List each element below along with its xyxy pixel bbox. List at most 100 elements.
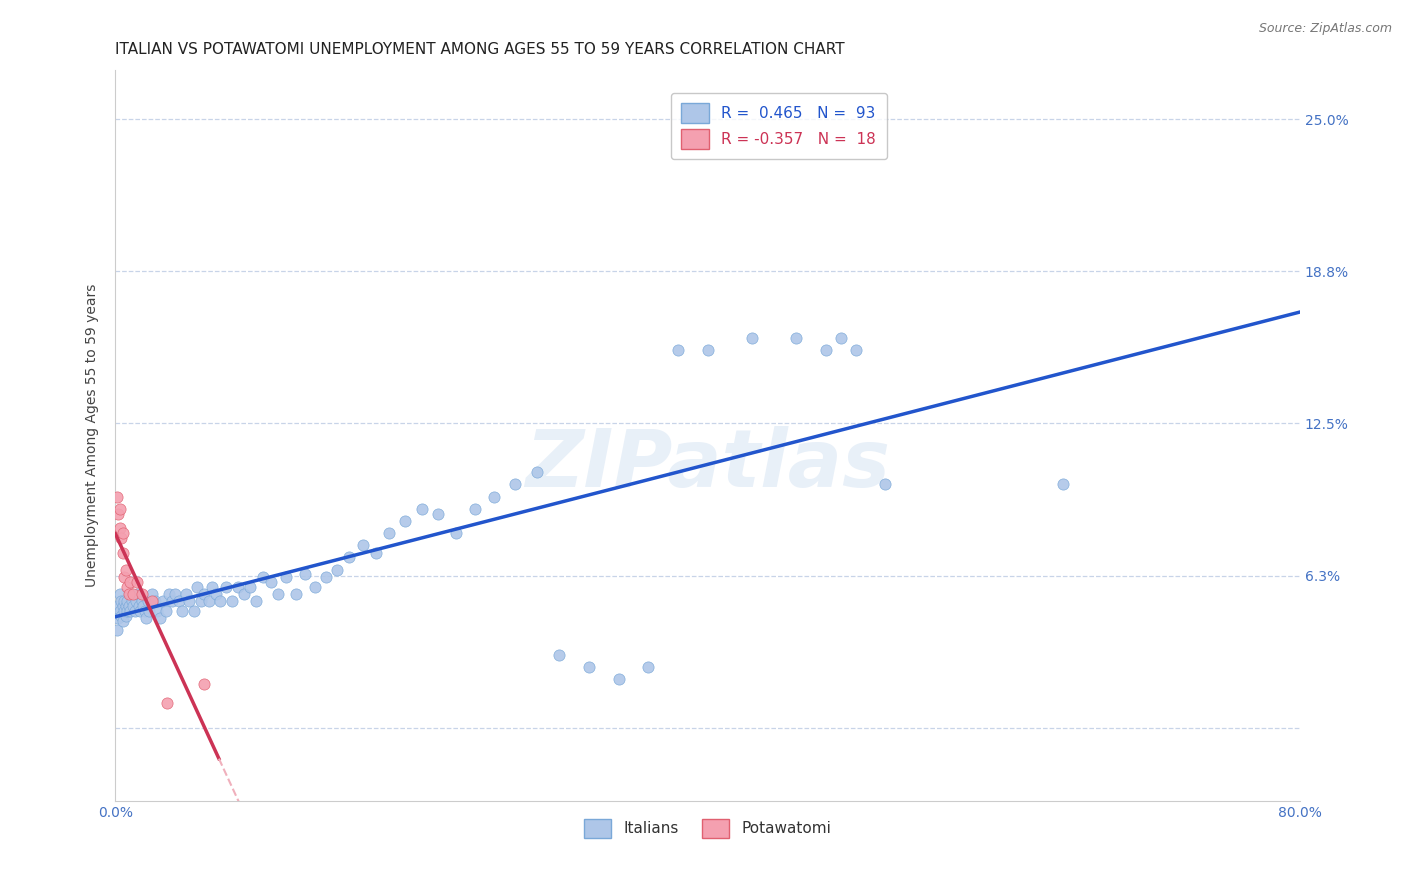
Point <box>115 604 138 618</box>
Text: ITALIAN VS POTAWATOMI UNEMPLOYMENT AMONG AGES 55 TO 59 YEARS CORRELATION CHART: ITALIAN VS POTAWATOMI UNEMPLOYMENT AMONG… <box>115 42 845 57</box>
Point <box>112 570 135 584</box>
Point <box>176 587 198 601</box>
Point <box>108 521 131 535</box>
Point <box>239 580 262 594</box>
Point <box>117 599 139 613</box>
Point <box>136 594 159 608</box>
Point <box>107 507 129 521</box>
Point <box>141 594 163 608</box>
Point <box>125 594 148 608</box>
Point <box>326 563 349 577</box>
Point <box>122 599 145 613</box>
Point <box>193 677 215 691</box>
Point <box>464 501 486 516</box>
Point <box>215 580 238 594</box>
Point <box>149 611 172 625</box>
Point <box>190 594 212 608</box>
Point <box>484 490 506 504</box>
Point <box>578 660 600 674</box>
Point <box>179 594 201 608</box>
Point <box>131 587 153 601</box>
Text: ZIPatlas: ZIPatlas <box>524 425 890 504</box>
Point <box>120 604 142 618</box>
Point <box>411 501 433 516</box>
Point <box>108 604 131 618</box>
Point <box>304 580 326 594</box>
Point <box>163 587 186 601</box>
Point <box>785 331 807 345</box>
Point <box>110 531 132 545</box>
Point <box>193 587 215 601</box>
Point <box>170 604 193 618</box>
Point <box>274 570 297 584</box>
Point <box>666 343 689 358</box>
Point <box>845 343 868 358</box>
Point <box>112 604 135 618</box>
Point <box>139 594 162 608</box>
Point <box>111 526 134 541</box>
Point <box>122 587 145 601</box>
Point <box>1052 477 1074 491</box>
Point <box>875 477 897 491</box>
Point <box>337 550 360 565</box>
Point <box>197 594 219 608</box>
Point <box>129 604 152 618</box>
Point <box>637 660 659 674</box>
Point <box>105 490 128 504</box>
Point <box>364 545 387 559</box>
Point <box>131 594 153 608</box>
Point <box>134 604 156 618</box>
Point <box>107 599 129 613</box>
Point <box>294 567 316 582</box>
Point <box>105 624 128 638</box>
Point <box>284 587 307 601</box>
Point <box>138 604 160 618</box>
Point <box>117 587 139 601</box>
Point <box>814 343 837 358</box>
Point <box>108 587 131 601</box>
Point <box>526 465 548 479</box>
Point <box>155 604 177 618</box>
Point <box>226 580 249 594</box>
Point <box>110 608 132 623</box>
Point <box>120 587 142 601</box>
Point <box>444 526 467 541</box>
Point <box>120 574 142 589</box>
Point <box>114 608 136 623</box>
Point <box>186 580 208 594</box>
Point <box>115 580 138 594</box>
Point <box>252 570 274 584</box>
Point <box>115 594 138 608</box>
Point <box>394 514 416 528</box>
Point <box>200 580 222 594</box>
Point <box>167 594 190 608</box>
Point <box>221 594 243 608</box>
Point <box>112 594 135 608</box>
Point <box>209 594 232 608</box>
Point <box>111 614 134 628</box>
Point <box>141 587 163 601</box>
Point <box>111 599 134 613</box>
Point <box>233 587 256 601</box>
Point <box>205 587 228 601</box>
Point <box>696 343 718 358</box>
Point <box>183 604 205 618</box>
Point <box>127 587 149 601</box>
Point <box>315 570 337 584</box>
Legend: Italians, Potawatomi: Italians, Potawatomi <box>578 813 838 845</box>
Point <box>114 599 136 613</box>
Point <box>127 574 149 589</box>
Point <box>503 477 526 491</box>
Point <box>427 507 450 521</box>
Point <box>143 594 166 608</box>
Point <box>121 594 143 608</box>
Point <box>830 331 852 345</box>
Point <box>114 563 136 577</box>
Point <box>152 594 174 608</box>
Point <box>108 501 131 516</box>
Point <box>267 587 290 601</box>
Point <box>132 599 155 613</box>
Point <box>245 594 267 608</box>
Point <box>352 538 374 552</box>
Point <box>160 594 183 608</box>
